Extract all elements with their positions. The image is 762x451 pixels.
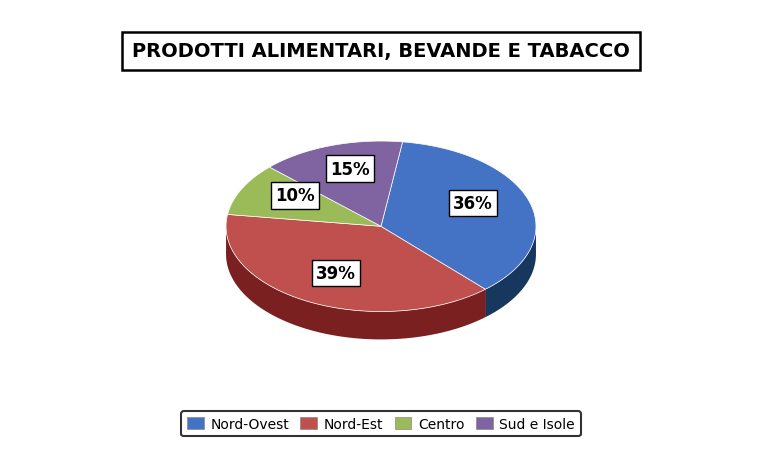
Text: 10%: 10% <box>275 187 315 205</box>
Text: PRODOTTI ALIMENTARI, BEVANDE E TABACCO: PRODOTTI ALIMENTARI, BEVANDE E TABACCO <box>132 42 630 61</box>
Text: 39%: 39% <box>316 264 356 282</box>
Polygon shape <box>381 143 536 290</box>
Polygon shape <box>381 227 485 318</box>
Polygon shape <box>270 142 402 227</box>
Polygon shape <box>226 226 485 340</box>
Text: 36%: 36% <box>453 194 493 212</box>
Polygon shape <box>485 226 536 318</box>
Text: 15%: 15% <box>330 160 370 178</box>
Polygon shape <box>226 215 485 312</box>
Polygon shape <box>381 227 485 318</box>
Polygon shape <box>228 168 381 227</box>
Legend: Nord-Ovest, Nord-Est, Centro, Sud e Isole: Nord-Ovest, Nord-Est, Centro, Sud e Isol… <box>181 411 581 437</box>
